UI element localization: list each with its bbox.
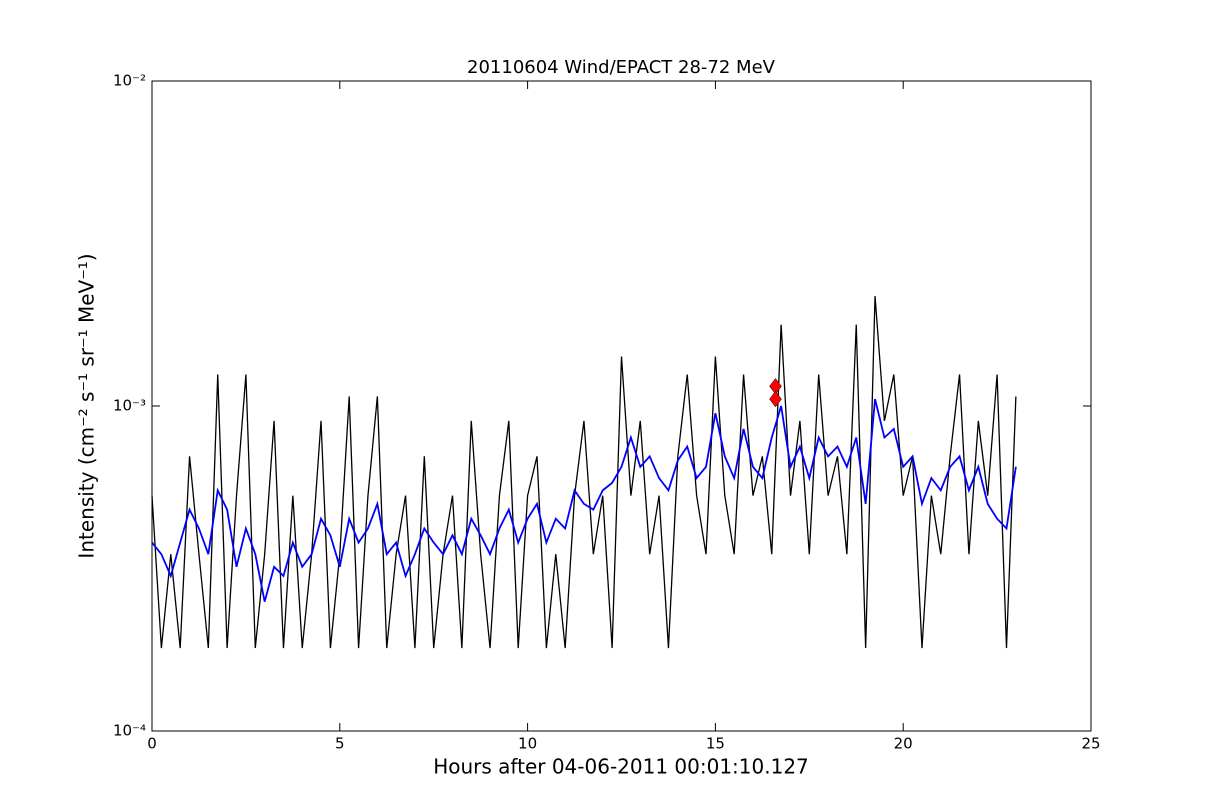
chart-title: 20110604 Wind/EPACT 28-72 MeV (467, 57, 776, 78)
x-tick-label: 20 (894, 735, 913, 753)
x-tick-label: 25 (1081, 735, 1100, 753)
y-tick-label: 10⁻⁴ (113, 722, 146, 740)
marker (769, 390, 782, 408)
plot-area (151, 295, 1017, 649)
y-tick-label: 10⁻² (113, 72, 146, 90)
y-axis-label: Intensity (cm⁻² s⁻¹ sr⁻¹ MeV⁻¹) (75, 253, 99, 558)
x-tick-label: 5 (335, 735, 345, 753)
y-tick-label: 10⁻³ (113, 397, 146, 415)
x-tick-label: 0 (147, 735, 157, 753)
x-tick-label: 10 (518, 735, 537, 753)
x-tick-label: 15 (706, 735, 725, 753)
data-line (151, 295, 1017, 649)
data-line (151, 398, 1017, 602)
x-axis-label: Hours after 04-06-2011 00:01:10.127 (433, 755, 809, 779)
